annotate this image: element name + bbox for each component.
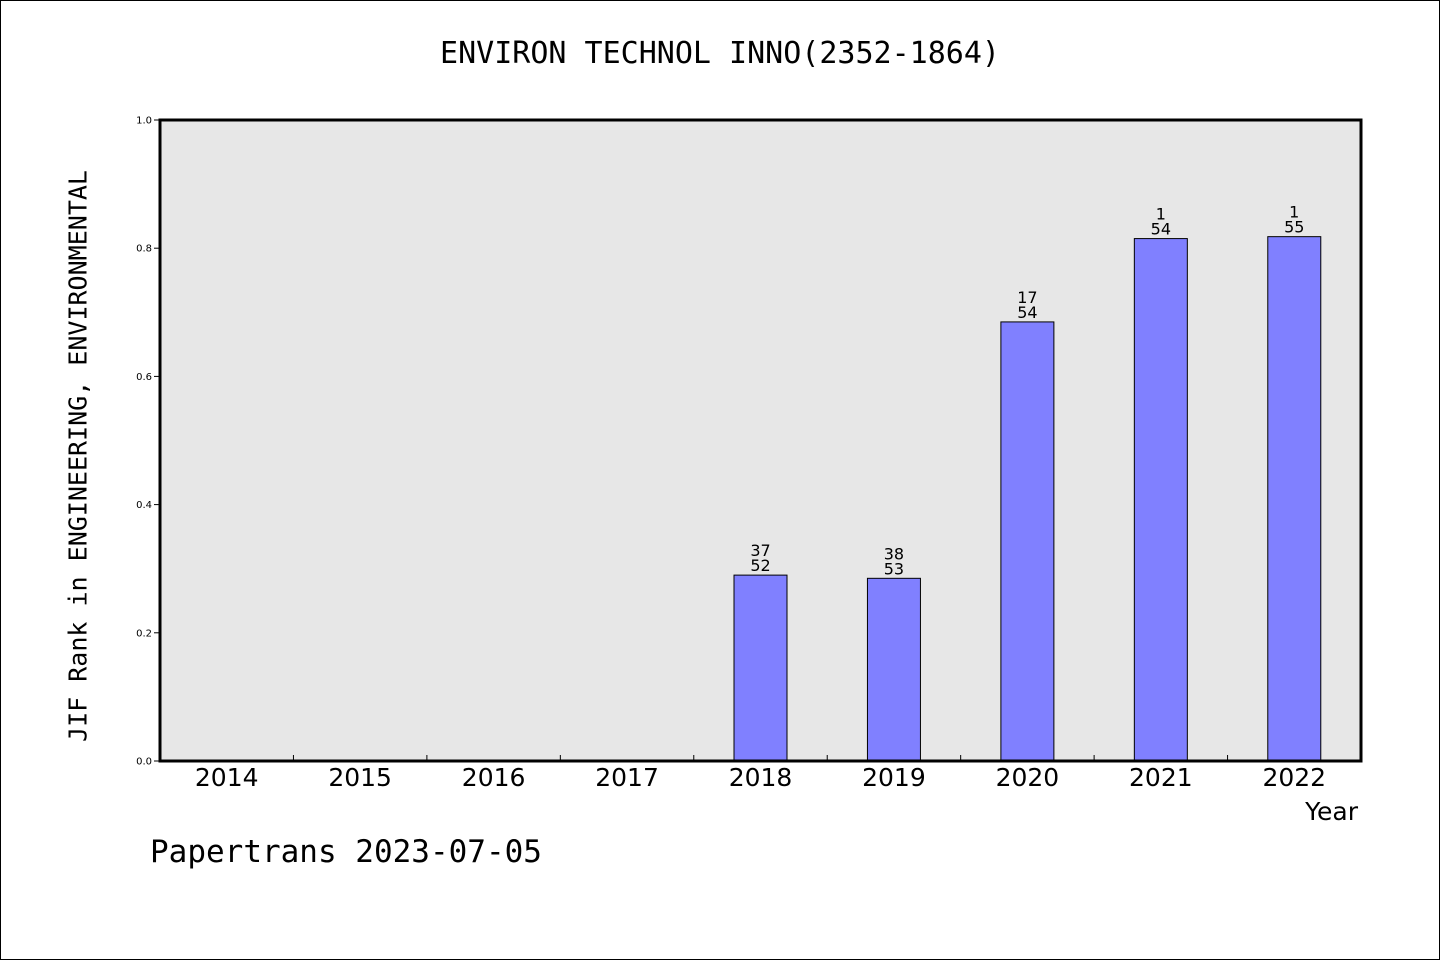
x-tick-label: 2014 (195, 763, 259, 792)
footer-text: Papertrans 2023-07-05 (150, 834, 542, 870)
bar-label-total: 52 (750, 556, 770, 575)
x-tick-label: 2015 (328, 763, 392, 792)
bar-label-rank: 1 (1289, 203, 1299, 222)
bar-label-total: 55 (1284, 218, 1304, 237)
chart-title: ENVIRON TECHNOL INNO(2352-1864) (440, 36, 1000, 71)
y-tick-label: 0.2 (136, 628, 152, 639)
bar-label-rank: 37 (750, 541, 770, 560)
y-tick-label: 0.0 (136, 757, 152, 768)
y-tick-label: 0.4 (136, 500, 152, 511)
bar-label-rank: 1 (1156, 205, 1166, 224)
bar (866, 577, 921, 762)
x-tick-label: 2022 (1262, 763, 1326, 792)
plot-border (158, 118, 1363, 763)
x-axis-label: Year (1304, 797, 1359, 826)
x-axis: 2014 2015 2016 2017 2018 2019 2020 2021 2022 (195, 755, 1326, 792)
y-axis: 0.0 0.2 0.4 0.6 0.8 1.0 (136, 116, 160, 768)
x-tick-label: 2021 (1129, 763, 1193, 792)
bar (1000, 321, 1055, 762)
y-tick-label: 0.6 (136, 372, 152, 383)
bar (1267, 236, 1322, 762)
bar (1133, 238, 1188, 762)
bar-label-total: 53 (884, 559, 904, 578)
bar-label-rank: 17 (1017, 288, 1037, 307)
bar (733, 574, 788, 762)
x-tick-label: 2017 (595, 763, 659, 792)
x-tick-label: 2018 (729, 763, 793, 792)
bar-label-total: 54 (1151, 220, 1171, 239)
bar-series (733, 236, 1322, 762)
x-tick-label: 2020 (996, 763, 1060, 792)
x-tick-label: 2019 (862, 763, 926, 792)
y-tick-label: 0.8 (136, 244, 152, 255)
y-tick-label: 1.0 (136, 116, 152, 127)
x-tick-label: 2016 (462, 763, 526, 792)
bar-label-total: 54 (1017, 303, 1037, 322)
bar-label-rank: 38 (884, 544, 904, 563)
